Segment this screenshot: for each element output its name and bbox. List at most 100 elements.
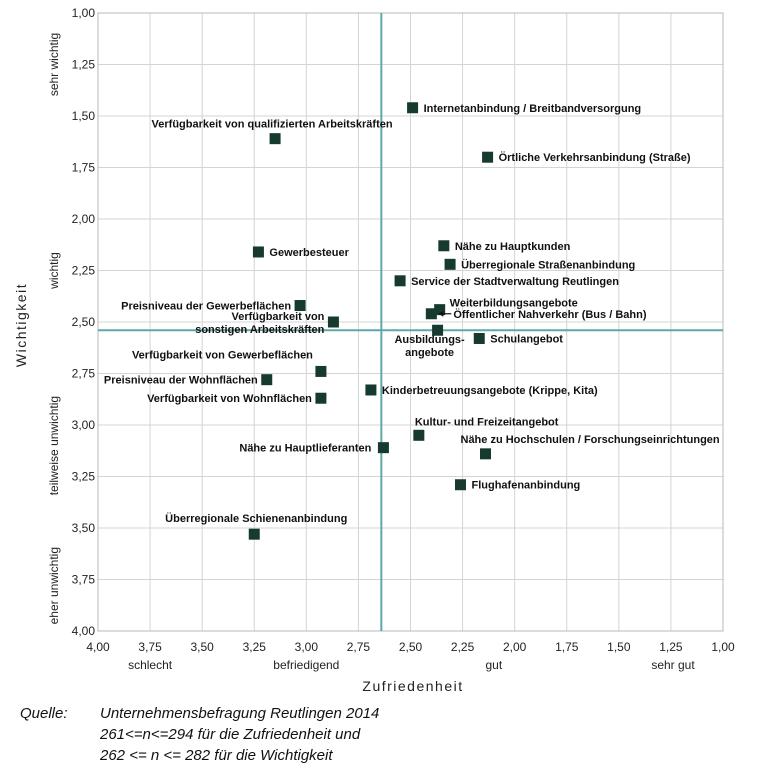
point-label-line: Örtliche Verkehrsanbindung (Straße) (499, 151, 691, 164)
y-tick-label: 2,00 (72, 212, 96, 226)
y-axis-title: Wichtigkeit (13, 283, 29, 367)
data-point (315, 365, 327, 377)
y-tick-label: 1,25 (72, 58, 96, 72)
x-tick-label: 4,00 (86, 640, 110, 654)
point-label-line: Verfügbarkeit von (231, 311, 324, 323)
point-label-line: Kultur- und Freizeitangebot (415, 416, 559, 428)
y-tick-label: 3,50 (72, 521, 96, 535)
point-label-line: Verfügbarkeit von Gewerbeflächen (132, 349, 313, 361)
x-tick-label: 1,75 (555, 640, 579, 654)
data-point (482, 151, 494, 163)
point-label: Preisniveau der Wohnflächen (104, 375, 258, 387)
point-label: Gewerbesteuer (269, 247, 349, 259)
point-label-line: Ausbildungs- (394, 334, 465, 346)
point-label-line: sonstigen Arbeitskräften (195, 324, 324, 336)
source-line-3: 262 <= n <= 282 für die Wichtigkeit (100, 747, 333, 764)
point-label: Verfügbarkeit von Wohnflächen (147, 393, 312, 405)
y-tick-label: 1,75 (72, 161, 96, 175)
point-label-line: Flughafenanbindung (472, 480, 581, 492)
point-label-line: Nähe zu Hauptkunden (455, 241, 571, 253)
point-label: Nähe zu Hauptlieferanten (239, 443, 371, 455)
data-point (269, 133, 281, 145)
point-label: Nähe zu Hochschulen / Forschungseinricht… (461, 434, 720, 446)
point-label-line: Nähe zu Hauptlieferanten (239, 443, 371, 455)
x-tick-labels: 4,00 3,75 3,50 3,25 3,00 2,75 2,50 2,25 2,00 1,75… (86, 640, 735, 654)
data-point (413, 429, 425, 441)
data-point (377, 442, 389, 454)
point-label-line: Kinderbetreuungsangebote (Krippe, Kita) (382, 385, 598, 397)
point-label-line: Verfügbarkeit von qualifizierten Arbeits… (152, 119, 393, 131)
point-label: Überregionale Straßenanbindung (461, 258, 635, 271)
point-label: Nähe zu Hauptkunden (455, 241, 571, 253)
y-tick-labels: 1,00 1,25 1,50 1,75 2,00 2,25 2,50 2,75 3,00 3,25… (72, 6, 96, 638)
plot-frame (97, 12, 724, 632)
y-category-label: sehr wichtig (47, 33, 61, 96)
point-label-line: Öffentlicher Nahverkehr (Bus / Bahn) (453, 308, 646, 321)
point-label-line: Gewerbesteuer (269, 247, 349, 259)
y-category-label: wichtig (47, 252, 61, 290)
point-label-line: Preisniveau der Wohnflächen (104, 375, 258, 387)
data-point (261, 374, 273, 386)
y-tick-label: 3,75 (72, 573, 96, 587)
source-line-2: 261<=n<=294 für die Zufriedenheit und (100, 726, 361, 743)
source-line-1: Unternehmensbefragung Reutlingen 2014 (100, 705, 380, 722)
y-category-label: teilweise unwichtig (47, 396, 61, 495)
data-point (438, 240, 450, 252)
x-category-label: sehr gut (651, 658, 695, 672)
point-label-line: Überregionale Straßenanbindung (461, 258, 635, 271)
data-point (432, 324, 444, 336)
x-tick-label: 3,75 (138, 640, 162, 654)
x-tick-label: 3,00 (295, 640, 319, 654)
point-label: Kinderbetreuungsangebote (Krippe, Kita) (382, 385, 598, 397)
data-point (425, 308, 437, 320)
point-label: Preisniveau der Gewerbeflächen (121, 301, 291, 313)
point-label: Internetanbindung / Breitbandversorgung (424, 103, 642, 115)
source-key: Quelle: (20, 705, 68, 722)
data-point (407, 102, 419, 114)
point-label-line: Schulangebot (490, 333, 563, 345)
point-label: Weiterbildungsangebote (450, 298, 578, 310)
reference-lines (98, 13, 723, 631)
scatter-chart: 4,00 3,75 3,50 3,25 3,00 2,75 2,50 2,25 2,00 1,75… (13, 6, 735, 694)
point-label-line: Überregionale Schienenanbindung (165, 512, 347, 525)
data-point (327, 316, 339, 328)
y-tick-label: 1,50 (72, 109, 96, 123)
x-tick-label: 3,50 (190, 640, 214, 654)
data-point (315, 392, 327, 404)
x-tick-label: 1,50 (607, 640, 631, 654)
point-label-line: Nähe zu Hochschulen / Forschungseinricht… (461, 434, 720, 446)
y-tick-label: 1,00 (72, 6, 96, 20)
x-category-labels: schlecht befriedigend gut sehr gut (128, 658, 695, 672)
point-label-line: Weiterbildungsangebote (450, 298, 578, 310)
x-category-label: schlecht (128, 658, 173, 672)
point-label: Verfügbarkeit von sonstigen Arbeitskräfte… (195, 311, 324, 336)
point-label: Service der Stadtverwaltung Reutlingen (411, 276, 619, 288)
point-labels: Internetanbindung / Breitbandversorgung V… (104, 103, 720, 525)
data-points (248, 102, 494, 540)
y-tick-label: 2,75 (72, 367, 96, 381)
data-point (394, 275, 406, 287)
data-point (294, 300, 306, 312)
y-tick-label: 3,25 (72, 470, 96, 484)
pointer-arrow-head (438, 310, 444, 317)
x-tick-label: 2,75 (347, 640, 371, 654)
point-label: Flughafenanbindung (472, 480, 581, 492)
x-tick-label: 3,25 (243, 640, 267, 654)
data-point (480, 448, 491, 460)
point-label-line: Preisniveau der Gewerbeflächen (121, 301, 291, 313)
point-label: Verfügbarkeit von Gewerbeflächen (132, 349, 313, 361)
y-tick-label: 2,25 (72, 264, 96, 278)
y-category-label: eher unwichtig (47, 547, 61, 624)
source-note: Quelle: Unternehmensbefragung Reutlingen … (20, 703, 379, 766)
point-label-line: Service der Stadtverwaltung Reutlingen (411, 276, 619, 288)
y-tick-label: 2,50 (72, 315, 96, 329)
y-tick-label: 4,00 (72, 624, 96, 638)
data-point (248, 528, 260, 540)
data-point (444, 258, 456, 270)
x-category-label: gut (485, 658, 502, 672)
data-point (252, 246, 264, 258)
grid (97, 12, 724, 632)
point-label-line: Internetanbindung / Breitbandversorgung (424, 103, 642, 115)
data-point (473, 332, 485, 344)
point-label: Schulangebot (490, 333, 563, 345)
